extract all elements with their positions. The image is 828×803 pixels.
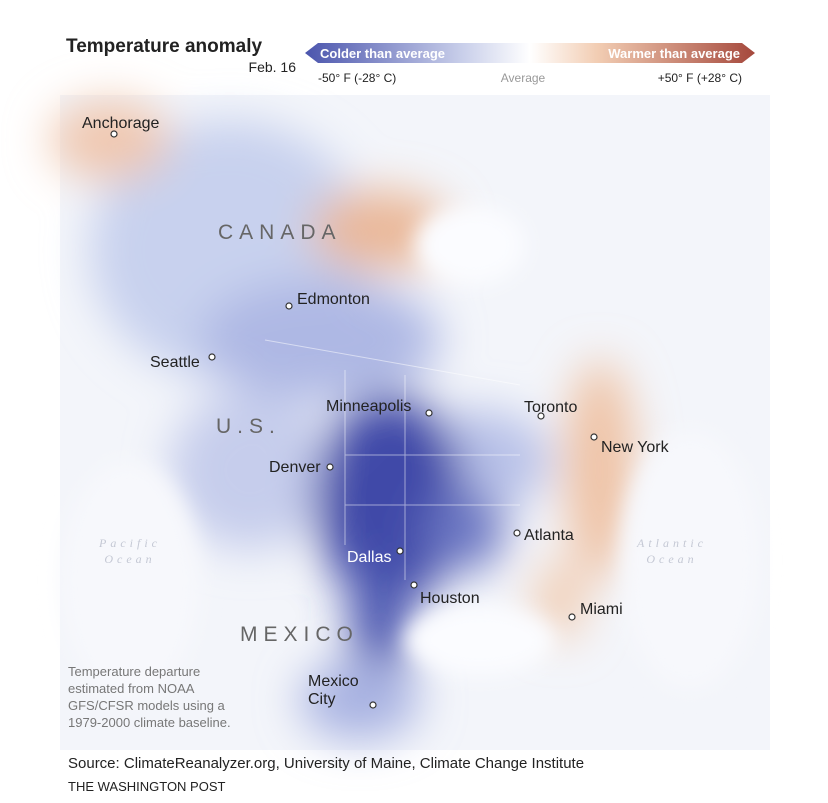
city-dot	[537, 412, 545, 420]
map-background	[50, 95, 770, 750]
note-line: Temperature departure	[68, 664, 200, 679]
date: Feb. 16	[249, 59, 297, 75]
note-line: 1979-2000 climate baseline.	[68, 715, 231, 730]
city-label: Miami	[580, 601, 623, 618]
title: Temperature anomaly	[66, 36, 262, 57]
legend-max: +50° F (+28° C)	[658, 71, 742, 85]
ocean-label: Ocean	[104, 552, 155, 566]
city-label: Dallas	[347, 549, 391, 566]
legend-warmer: Warmer than average	[608, 46, 740, 61]
city-label: Houston	[420, 590, 480, 607]
note-line: GFS/CFSR models using a	[68, 698, 226, 713]
map-labels: Anchorage Edmonton Seattle Minneapolis Toron…	[68, 115, 707, 730]
region-label: MEXICO	[240, 623, 359, 646]
city-dot	[410, 581, 418, 589]
city-label: Edmonton	[297, 291, 370, 308]
city-label: Denver	[269, 459, 321, 476]
city-dot	[326, 463, 334, 471]
city-label: Toronto	[524, 399, 577, 416]
legend-bar	[305, 43, 755, 63]
city-dot	[110, 130, 118, 138]
city-label: New York	[601, 439, 670, 456]
city-label: Minneapolis	[326, 398, 411, 415]
legend-min: -50° F (-28° C)	[318, 71, 396, 85]
city-dot	[568, 613, 576, 621]
city-label: Anchorage	[82, 115, 159, 132]
credit: THE WASHINGTON POST	[68, 779, 226, 794]
region-label: U.S.	[216, 415, 281, 438]
ocean-label: Atlantic	[636, 536, 707, 550]
note-line: estimated from NOAA	[68, 681, 195, 696]
city-label: City	[308, 691, 336, 708]
city-dot	[396, 547, 404, 555]
region-label: CANADA	[218, 221, 342, 244]
city-dot	[425, 409, 433, 417]
ocean-label: Ocean	[646, 552, 697, 566]
city-dot	[590, 433, 598, 441]
state-borders	[264, 339, 521, 580]
city-dot	[513, 529, 521, 537]
city-dot	[285, 302, 293, 310]
ocean-label: Pacific	[98, 536, 161, 550]
legend-mid: Average	[501, 71, 546, 85]
city-label: Atlanta	[524, 527, 574, 544]
legend-colder: Colder than average	[320, 46, 445, 61]
legend: Colder than average Warmer than average …	[305, 43, 755, 85]
city-dot	[369, 701, 377, 709]
city-label: Mexico	[308, 673, 359, 690]
city-dot	[208, 353, 216, 361]
source: Source: ClimateReanalyzer.org, Universit…	[68, 755, 584, 772]
city-label: Seattle	[150, 354, 200, 371]
